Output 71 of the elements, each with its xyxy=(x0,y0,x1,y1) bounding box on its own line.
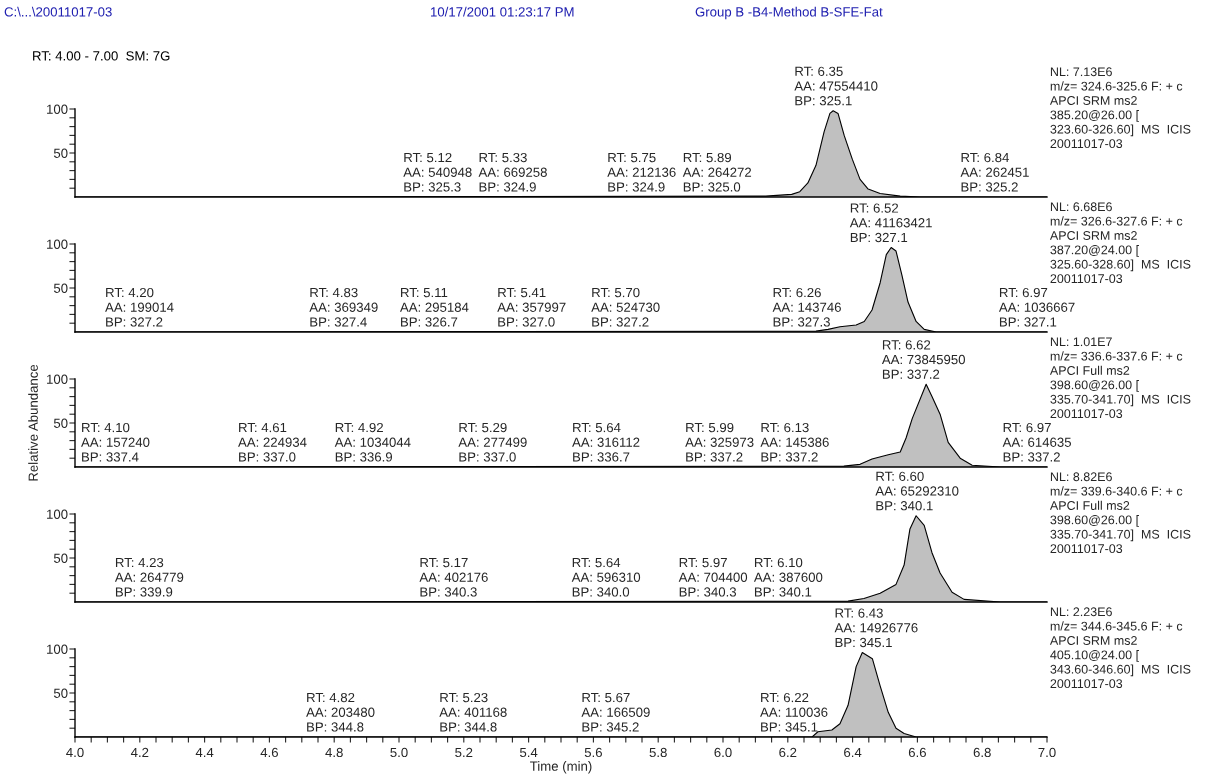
y-tick-label: 50 xyxy=(53,553,68,563)
annotation: RT: 6.22 AA: 110036 BP: 345.1 xyxy=(760,692,828,732)
annotation: RT: 4.61 AA: 224934 BP: 337.0 xyxy=(238,422,307,462)
annotation: RT: 4.92 AA: 1034044 BP: 336.9 xyxy=(334,422,411,462)
annotation: RT: 4.82 AA: 203480 BP: 344.8 xyxy=(306,692,375,732)
annotation: RT: 5.99 AA: 325973 BP: 337.2 xyxy=(685,422,754,462)
x-tick-label: 6.2 xyxy=(779,747,797,758)
x-tick-label: 5.4 xyxy=(519,747,538,758)
annotation: RT: 5.11 AA: 295184 BP: 326.7 xyxy=(399,288,469,327)
annotation: RT: 4.23 AA: 264779 BP: 339.9 xyxy=(114,557,184,597)
annotation: RT: 4.20 AA: 199014 BP: 327.2 xyxy=(105,287,174,327)
text: Group B -B4-Method B-SFE-Fat xyxy=(695,6,883,20)
text: NL: 7.13E6 m/z= 324.6-325.6 F: + c APCI SRM ms2 385.20@26.00 [ 323.60-326.60] MS ICIS 20011017-03 xyxy=(1049,67,1191,149)
annotation: RT: 6.97 AA: 1036667 BP: 327.1 xyxy=(998,287,1075,327)
x-tick-label: 4.2 xyxy=(130,747,149,757)
y-tick-label: 100 xyxy=(47,509,68,519)
annotation: RT: 5.41 AA: 357997 BP: 327.0 xyxy=(497,288,566,327)
annotation: RT: 6.52 AA: 41163421 BP: 327.1 xyxy=(849,203,932,243)
x-tick-label: 6.6 xyxy=(908,747,926,758)
text: C:\...\20011017-03 xyxy=(4,6,112,17)
text: NL: 1.01E7 m/z= 336.6-337.6 F: + c APCI Full ms2 398.60@26.00 [ 335.70-341.70] MS ICIS 20011017-03 xyxy=(1049,337,1191,419)
x-tick-label: 5.0 xyxy=(390,747,408,758)
annotation: RT: 6.84 AA: 262451 BP: 325.2 xyxy=(960,152,1029,192)
annotation: RT: 5.70 AA: 524730 BP: 327.2 xyxy=(591,287,660,327)
annotation: RT: 5.17 AA: 402176 BP: 340.3 xyxy=(419,558,488,597)
annotation: RT: 5.33 AA: 669258 BP: 324.9 xyxy=(478,152,547,192)
annotation: RT: 5.97 AA: 704400 BP: 340.3 xyxy=(678,557,748,597)
annotation: RT: 6.62 AA: 73845950 BP: 337.2 xyxy=(881,340,965,379)
y-tick-label: 100 xyxy=(47,104,68,114)
annotation: RT: 5.64 AA: 316112 BP: 336.7 xyxy=(572,422,640,462)
x-tick-label: 5.6 xyxy=(584,747,602,758)
x-tick-label: 6.0 xyxy=(714,747,732,758)
x-tick-label: 4.6 xyxy=(260,747,278,758)
annotation: RT: 6.26 AA: 143746 BP: 327.3 xyxy=(772,287,841,327)
y-tick-label: 50 xyxy=(53,688,68,698)
y-tick-label: 100 xyxy=(47,374,68,384)
annotation: RT: 5.89 AA: 264272 BP: 325.0 xyxy=(682,152,752,192)
annotation: RT: 6.43 AA: 14926776 BP: 345.1 xyxy=(834,608,918,648)
x-tick-label: 6.8 xyxy=(973,747,991,758)
y-tick-label: 100 xyxy=(47,644,68,654)
annotation: RT: 6.35 AA: 47554410 BP: 325.1 xyxy=(794,66,878,106)
x-tick-label: 6.4 xyxy=(844,747,862,758)
text: NL: 6.68E6 m/z= 326.6-327.6 F: + c APCI SRM ms2 387.20@24.00 [ 325.60-328.60] MS ICIS 20011017-03 xyxy=(1049,202,1191,284)
y-tick-label: 50 xyxy=(53,283,68,293)
annotation: RT: 5.67 AA: 166509 BP: 345.2 xyxy=(581,692,650,732)
x-axis-title: Time (min) xyxy=(530,761,592,774)
annotation: RT: 6.13 AA: 145386 BP: 337.2 xyxy=(760,422,829,462)
x-tick-label: 5.2 xyxy=(455,747,473,758)
y-tick-label: 100 xyxy=(47,239,68,249)
text: 10/17/2001 01:23:17 PM xyxy=(431,6,574,17)
x-tick-label: 5.8 xyxy=(649,747,667,758)
annotation: RT: 5.23 AA: 401168 BP: 344.8 xyxy=(439,692,507,732)
annotation: RT: 4.10 AA: 157240 BP: 337.4 xyxy=(81,422,150,462)
y-tick-label: 50 xyxy=(53,418,68,428)
annotation: RT: 4.83 AA: 369349 BP: 327.4 xyxy=(309,287,378,327)
text: NL: 8.82E6 m/z= 339.6-340.6 F: + c APCI Full ms2 398.60@26.00 [ 335.70-341.70] MS ICIS 20011017-03 xyxy=(1049,472,1191,554)
x-tick-label: 7.0 xyxy=(1038,747,1056,758)
x-tick-label: 4.4 xyxy=(195,747,214,757)
annotation: RT: 5.64 AA: 596310 BP: 340.0 xyxy=(571,557,641,597)
annotation: RT: 5.75 AA: 212136 BP: 324.9 xyxy=(607,153,676,192)
y-axis-title: Relative Abundance xyxy=(28,364,38,481)
text: RT: 4.00 - 7.00 SM: 7G xyxy=(33,51,170,61)
annotation: RT: 6.60 AA: 65292310 BP: 340.1 xyxy=(875,471,959,511)
text: NL: 2.23E6 m/z= 344.6-345.6 F: + c APCI SRM ms2 405.10@24.00 [ 343.60-346.60] MS ICIS 20011017-03 xyxy=(1049,607,1191,689)
annotation: RT: 5.29 AA: 277499 BP: 337.0 xyxy=(458,422,527,462)
annotation: RT: 6.97 AA: 614635 BP: 337.2 xyxy=(1002,422,1071,462)
annotation: RT: 6.10 AA: 387600 BP: 340.1 xyxy=(753,557,823,597)
x-tick-label: 4.8 xyxy=(325,747,343,758)
y-tick-label: 50 xyxy=(53,148,68,158)
x-tick-label: 4.0 xyxy=(66,747,84,758)
annotation: RT: 5.12 AA: 540948 BP: 325.3 xyxy=(403,152,472,192)
